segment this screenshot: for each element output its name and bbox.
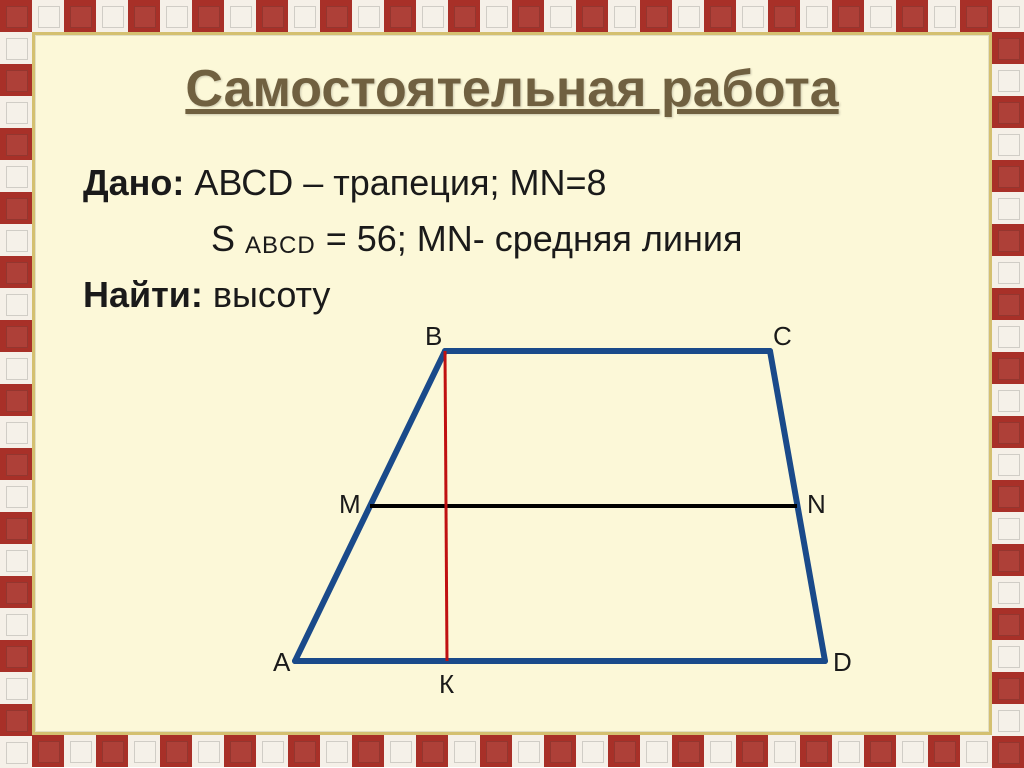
svg-text:К: К [439,669,454,699]
svg-text:А: А [273,647,291,677]
find-label: Найти: [83,274,203,315]
svg-text:В: В [425,321,442,351]
slide-title: Самостоятельная работа [35,59,989,119]
problem-statement: Дано: АВСD – трапеция; MN=8 S ABCD = 56;… [83,155,953,322]
find-line: Найти: высоту [83,267,953,323]
given-label: Дано: [83,162,184,203]
svg-text:N: N [807,489,826,519]
given-2b: = 56; MN- средняя линия [316,218,743,259]
given-line2: S ABCD = 56; MN- средняя линия [83,211,953,267]
given-text1: АВСD – трапеция; MN=8 [184,162,606,203]
given-2a: S [211,218,245,259]
svg-text:С: С [773,321,792,351]
trapezoid-diagram: А В С D М N К [235,321,875,721]
slide-frame: Самостоятельная работа Дано: АВСD – трап… [32,32,992,735]
svg-text:D: D [833,647,852,677]
given-sub: ABCD [245,232,316,259]
given-line1: Дано: АВСD – трапеция; MN=8 [83,155,953,211]
find-text: высоту [203,274,331,315]
svg-text:М: М [339,489,361,519]
